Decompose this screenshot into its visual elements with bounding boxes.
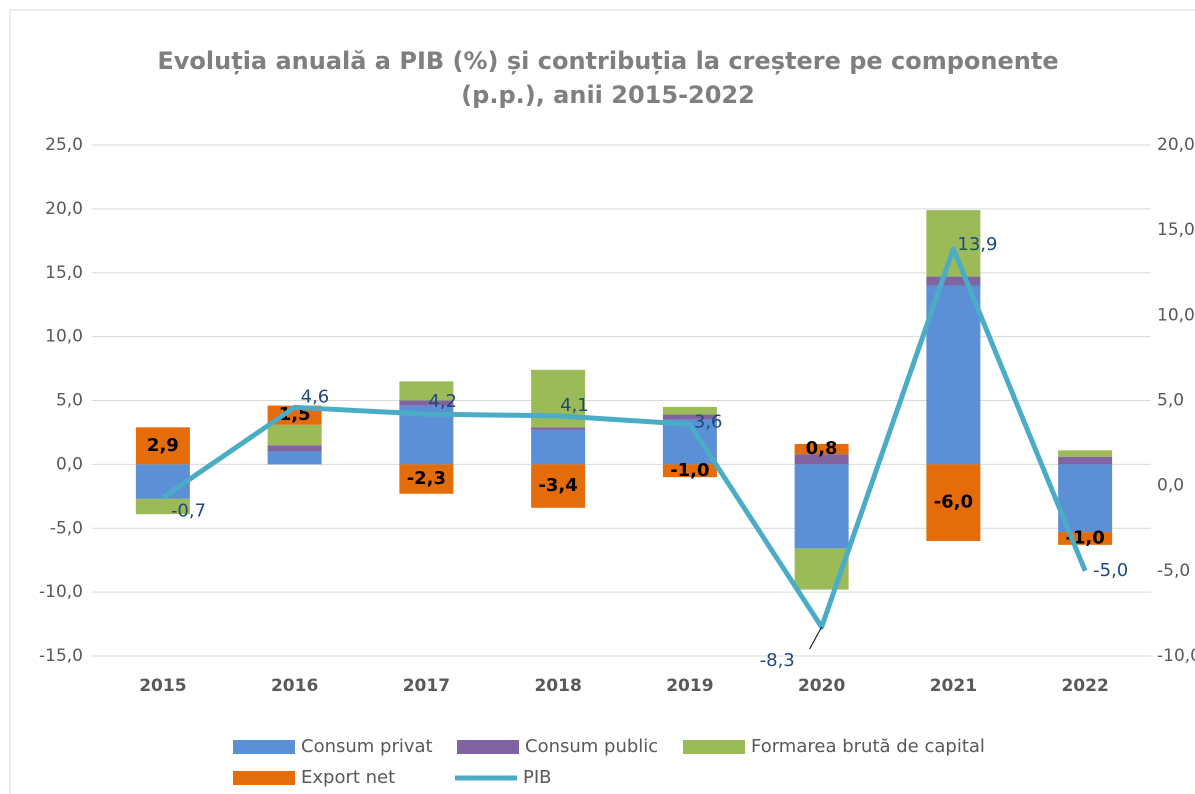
- bar-segment: [662, 414, 717, 420]
- bar-segment: [135, 464, 190, 499]
- bar-value-label: -1,0: [670, 460, 709, 481]
- bar-segment: [662, 406, 717, 415]
- y2-tick-label: 5,0: [1157, 391, 1184, 411]
- y2-tick-label: 10,0: [1157, 305, 1195, 325]
- y2-tick-label: -10,0: [1157, 646, 1195, 666]
- bar-value-label: 0,8: [806, 438, 838, 459]
- bar-segment: [267, 424, 322, 446]
- legend-swatch: [233, 740, 295, 754]
- x-tick-label: 2015: [139, 676, 186, 696]
- line-value-label: -8,3: [760, 650, 795, 671]
- bar-value-label: -3,4: [538, 475, 577, 496]
- bar-segment: [399, 400, 454, 406]
- y2-tick-label: -5,0: [1157, 561, 1190, 581]
- bar-segment: [662, 464, 717, 478]
- y-tick-label: 5,0: [56, 391, 83, 411]
- y-tick-label: -5,0: [50, 518, 83, 538]
- y-tick-label: 15,0: [45, 263, 83, 283]
- bar-segment: [1058, 450, 1113, 457]
- bar-segment: [926, 464, 981, 542]
- bar-segment: [926, 276, 981, 286]
- bar-segment: [926, 285, 981, 465]
- y-tick-label: 10,0: [45, 327, 83, 347]
- x-tick-label: 2018: [534, 676, 581, 696]
- bar-segment: [267, 451, 322, 465]
- x-tick-label: 2022: [1061, 676, 1108, 696]
- bar-segment: [794, 454, 849, 465]
- bar-value-label: -6,0: [934, 492, 973, 513]
- legend-swatch: [683, 740, 745, 754]
- legend-label: Formarea brută de capital: [751, 736, 985, 757]
- bar-segment: [531, 464, 586, 508]
- line-value-label: 4,2: [428, 391, 457, 412]
- x-tick-label: 2020: [798, 676, 845, 696]
- y-tick-label: 20,0: [45, 199, 83, 219]
- bar-segment: [399, 464, 454, 494]
- line-value-label: 13,9: [957, 234, 997, 255]
- x-tick-label: 2019: [666, 676, 713, 696]
- bar-segment: [794, 443, 849, 455]
- line-value-label: -0,7: [171, 501, 206, 522]
- legend-swatch: [457, 740, 519, 754]
- bar-segment: [926, 210, 981, 277]
- y2-tick-label: 0,0: [1157, 476, 1184, 496]
- legend-label: Export net: [301, 767, 395, 788]
- line-value-label: 4,6: [301, 386, 330, 407]
- chart-subtitle: (p.p.), anii 2015-2022: [461, 81, 755, 109]
- bar-segment: [267, 445, 322, 452]
- y-tick-label: -15,0: [39, 646, 83, 666]
- y-tick-label: 25,0: [45, 135, 83, 155]
- bar-value-label: -2,3: [407, 468, 446, 489]
- y-tick-label: -10,0: [39, 582, 83, 602]
- bar-segment: [135, 427, 190, 465]
- bar-segment: [531, 427, 586, 430]
- line-value-label: 3,6: [694, 411, 723, 432]
- line-value-label: 4,1: [560, 395, 589, 416]
- x-tick-label: 2016: [271, 676, 318, 696]
- legend-swatch: [233, 771, 295, 785]
- x-tick-label: 2021: [930, 676, 977, 696]
- x-tick-label: 2017: [403, 676, 450, 696]
- legend-label: Consum privat: [301, 736, 433, 757]
- chart-title: Evoluția anuală a PIB (%) și contribuția…: [157, 47, 1058, 75]
- line: [161, 246, 1088, 630]
- legend-label: PIB: [523, 767, 552, 788]
- leader-line: [809, 626, 823, 650]
- line-value-label: -5,0: [1093, 560, 1128, 581]
- bar-segment: [1058, 456, 1113, 465]
- y2-tick-label: 15,0: [1157, 220, 1195, 240]
- y2-tick-label: 20,0: [1157, 135, 1195, 155]
- bar-segment: [399, 381, 454, 401]
- bar-segment: [531, 429, 586, 465]
- y-tick-label: 0,0: [56, 454, 83, 474]
- legend-label: Consum public: [525, 736, 658, 757]
- bar-segment: [135, 498, 190, 515]
- bar-segment: [794, 464, 849, 549]
- bar-value-label: 2,9: [147, 435, 179, 456]
- chart-border: [9, 9, 1195, 794]
